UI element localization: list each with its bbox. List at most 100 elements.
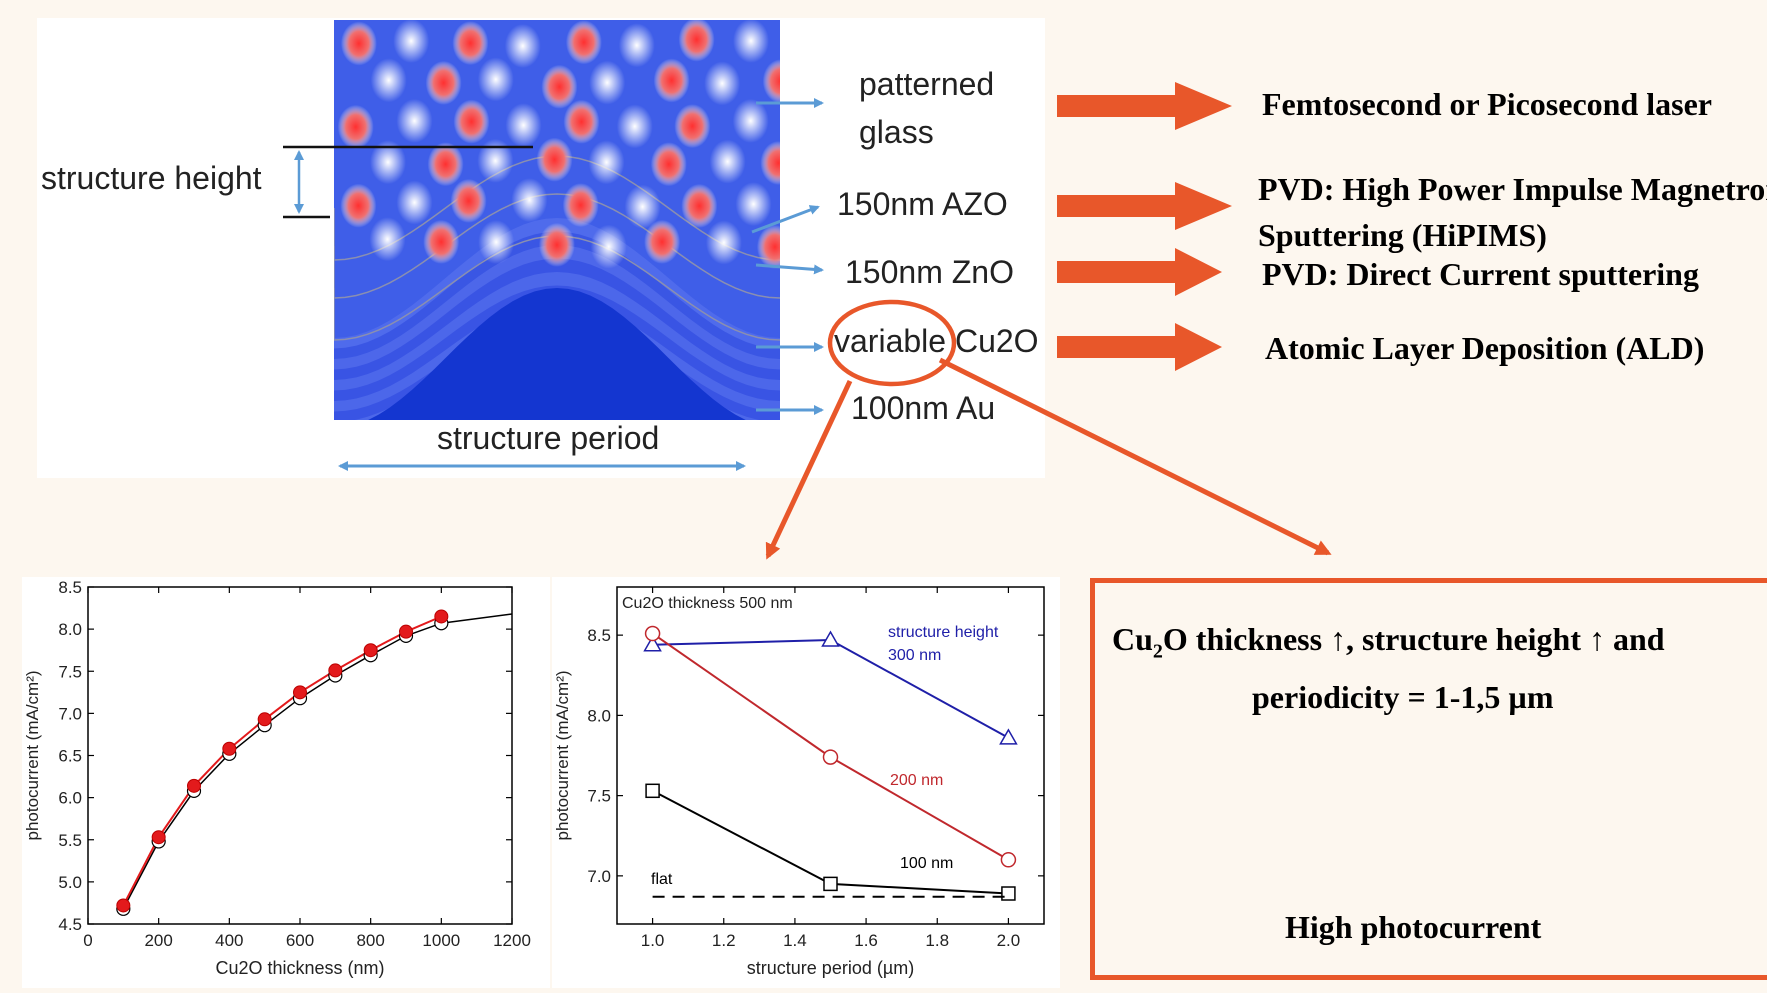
x-tick-label: 1000 <box>422 931 460 950</box>
series-label: structure height <box>888 624 999 641</box>
orange-arrow-hipims <box>1057 182 1232 230</box>
series-label: flat <box>651 871 673 888</box>
series-line-black <box>122 613 513 910</box>
layer-label-line: patterned <box>859 66 995 102</box>
layer-boundary <box>334 193 780 299</box>
method-ald: Atomic Layer Deposition (ALD) <box>1265 330 1705 366</box>
field-spot <box>590 224 627 269</box>
field-spot <box>396 98 433 143</box>
chart-title: Cu2O thickness 500 nm <box>622 595 793 612</box>
summary-result: High photocurrent <box>1285 909 1542 945</box>
y-axis-label: photocurrent (mA/cm²) <box>553 670 572 840</box>
series-label: 300 nm <box>888 647 941 664</box>
y-tick-label: 7.5 <box>587 787 611 806</box>
data-point-square <box>1001 886 1016 901</box>
series-line <box>652 632 1009 861</box>
field-hotspot <box>650 142 687 187</box>
field-spot <box>369 217 406 262</box>
y-tick-label: 8.0 <box>58 620 82 639</box>
data-point-red <box>399 624 413 639</box>
field-spot <box>511 178 548 223</box>
summary-rest: O thickness ↑, structure height ↑ and <box>1162 621 1665 657</box>
field-hotspot <box>762 59 780 104</box>
method-hipims: PVD: High Power Impulse Magnetron Sputte… <box>1258 166 1767 258</box>
field-spot <box>616 104 653 149</box>
series-label: 100 nm <box>900 855 953 872</box>
orange-arrow-laser <box>1057 82 1232 130</box>
data-point-circle <box>1000 852 1017 868</box>
field-spot <box>396 180 433 225</box>
y-tick-label: 7.0 <box>58 704 82 723</box>
x-tick-label: 1.8 <box>925 931 949 950</box>
summary-line-1: Cu2O thickness ↑, structure height ↑ and <box>1112 616 1767 674</box>
method-line: Sputtering (HiPIMS) <box>1258 217 1547 253</box>
field-spot <box>735 182 772 227</box>
method-dc: PVD: Direct Current sputtering <box>1262 256 1699 292</box>
y-tick-label: 5.5 <box>58 831 82 850</box>
data-point-red <box>293 685 307 700</box>
data-point-red <box>187 778 201 793</box>
data-point-triangle <box>821 630 840 647</box>
series-line-red <box>122 615 442 906</box>
data-point-red <box>328 663 343 678</box>
y-tick-label: 7.0 <box>587 867 611 886</box>
field-hotspot <box>644 219 681 264</box>
summary-line-2: periodicity = 1-1,5 µm <box>1252 679 1554 716</box>
layer-diagram-panel: structure height structure period patter… <box>37 18 1045 478</box>
x-axis-label: Cu2O thickness (nm) <box>215 958 384 978</box>
chart-thickness: 0 200 400 600 800 1000 1200 4.5 5.0 5.5 6.0 6.5 7.0 7… <box>23 578 531 978</box>
chart-period-panel: 1.0 1.2 1.4 1.6 1.8 2.0 7.0 7.5 8.0 8.5 structure … <box>552 577 1060 988</box>
x-tick-label: 2.0 <box>997 931 1021 950</box>
data-point-square <box>645 783 660 799</box>
data-point-red <box>222 741 237 756</box>
field-spot <box>732 98 769 143</box>
field-hotspot <box>678 20 715 62</box>
y-tick-label: 8.0 <box>587 706 611 725</box>
chart-thickness-panel: 0 200 400 600 800 1000 1200 4.5 5.0 5.5 6.0 6.5 7.0 7… <box>22 577 550 988</box>
x-tick-label: 1.2 <box>712 931 736 950</box>
x-tick-label: 1.4 <box>783 931 807 950</box>
field-hotspot <box>536 137 573 182</box>
structure-period-label: structure period <box>437 420 660 456</box>
data-point-triangle <box>643 635 662 652</box>
field-hotspot <box>340 183 377 228</box>
field-hotspot <box>562 183 599 228</box>
field-hotspot <box>453 99 490 144</box>
field-spot <box>478 220 515 265</box>
au-layer-shape <box>334 288 780 420</box>
series-label: 200 nm <box>890 772 943 789</box>
data-point-red <box>151 830 166 845</box>
y-tick-label: 8.5 <box>58 578 82 597</box>
field-hotspot <box>425 60 462 105</box>
field-hotspot <box>563 99 600 144</box>
summary-sub: 2 <box>1152 640 1163 663</box>
field-spot <box>733 20 769 63</box>
x-tick-label: 1.6 <box>854 931 878 950</box>
x-tick-label: 600 <box>286 931 314 950</box>
field-hotspot <box>538 222 575 267</box>
field-spot <box>705 220 742 265</box>
x-tick-label: 200 <box>144 931 172 950</box>
field-spot <box>370 58 407 103</box>
field-hotspot <box>337 104 374 149</box>
data-point-red <box>434 609 449 624</box>
field-hotspot <box>450 178 487 223</box>
data-point-red <box>257 712 272 727</box>
field-hotspot <box>452 21 489 66</box>
field-hotspot <box>681 183 718 228</box>
y-tick-label: 4.5 <box>58 915 82 934</box>
field-spot <box>477 138 514 183</box>
x-tick-label: 1.0 <box>641 931 665 950</box>
field-spot <box>393 20 430 63</box>
field-hotspot <box>565 20 602 65</box>
field-spot <box>709 139 746 184</box>
field-simulation-image <box>334 20 780 420</box>
y-tick-label: 8.5 <box>587 626 611 645</box>
field-spot <box>589 60 626 105</box>
series-line <box>652 638 1009 739</box>
field-spot <box>618 23 655 68</box>
layer-label-line: glass <box>859 114 934 150</box>
x-axis-label: structure period (µm) <box>747 958 914 978</box>
field-hotspot <box>760 141 780 185</box>
x-tick-label: 400 <box>215 931 243 950</box>
